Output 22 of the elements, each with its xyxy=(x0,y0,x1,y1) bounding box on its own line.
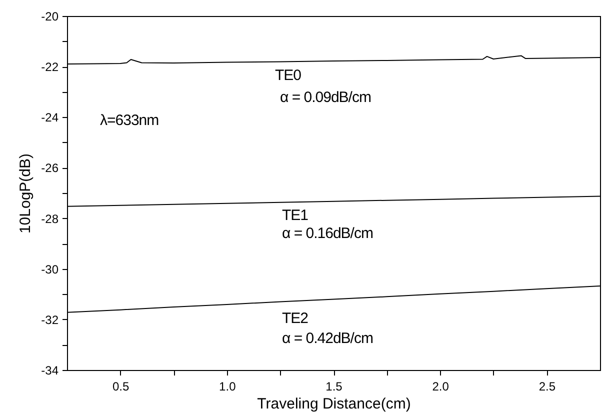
y-tick-label: -24 xyxy=(41,110,59,125)
y-tick-label: -30 xyxy=(41,262,59,276)
y-tick-label: -34 xyxy=(41,364,59,378)
annotation: α = 0.16dB/cm xyxy=(282,225,373,242)
y-tick-label: -32 xyxy=(41,312,59,327)
x-axis-title: Traveling Distance(cm) xyxy=(257,396,411,412)
x-tick-label: 1.5 xyxy=(326,380,343,394)
annotation: TE1 xyxy=(282,207,308,224)
annotation: α = 0.42dB/cm xyxy=(282,330,373,347)
annotation: TE0 xyxy=(275,67,302,84)
y-tick-label: -22 xyxy=(41,60,59,74)
y-tick-label: -20 xyxy=(41,10,59,24)
y-tick-label: -26 xyxy=(41,161,59,176)
x-tick-label: 1.0 xyxy=(219,380,236,394)
y-tick-label: -28 xyxy=(41,212,59,226)
annotation: λ=633nm xyxy=(100,112,159,129)
annotation: α = 0.09dB/cm xyxy=(280,89,371,106)
x-tick-label: 0.5 xyxy=(112,380,130,394)
x-tick-label: 2.5 xyxy=(538,380,556,394)
x-tick-label: 2.0 xyxy=(432,380,450,394)
annotation: TE2 xyxy=(282,310,308,327)
y-axis-title: 10LogP(dB) xyxy=(17,153,34,234)
